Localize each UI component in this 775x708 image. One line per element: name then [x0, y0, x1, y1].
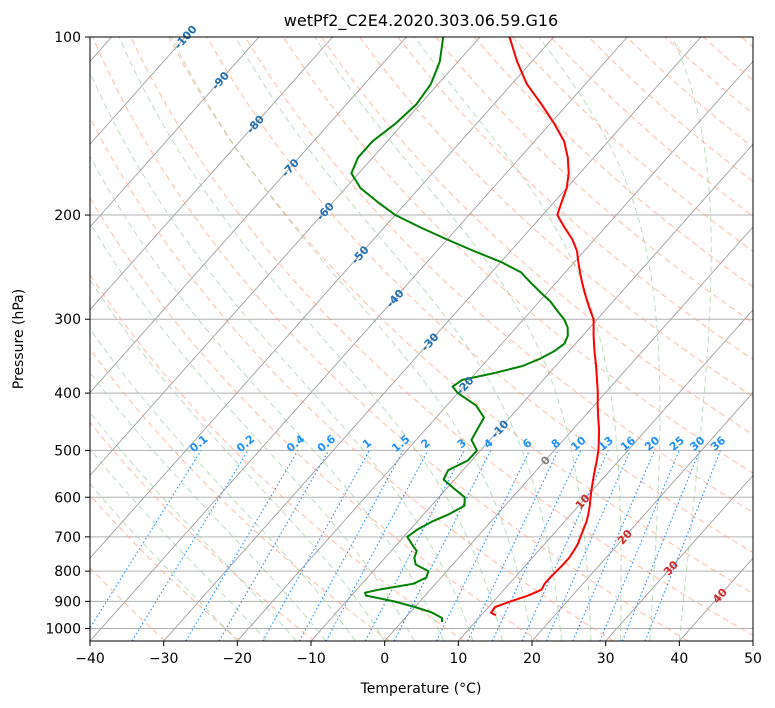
y-tick-label: 100	[54, 30, 81, 46]
chart-title: wetPf2_C2E4.2020.303.06.59.G16	[284, 11, 558, 31]
isotherm-line	[531, 391, 753, 641]
moist-adiabat	[90, 371, 327, 641]
isotherm-line	[90, 37, 260, 228]
mixing-ratio-line	[572, 450, 655, 641]
moist-adiabat	[90, 71, 474, 641]
isotherm-line	[310, 143, 753, 641]
y-tick-label: 700	[54, 530, 81, 546]
isotherm-line	[236, 60, 753, 641]
y-tick-label: 600	[54, 490, 81, 506]
y-tick-label: 200	[54, 208, 81, 224]
mixing-ratio-line	[131, 450, 249, 641]
mixing-ratio-line	[218, 450, 330, 641]
isotherm-line	[605, 474, 753, 641]
isotherm-line	[384, 226, 753, 641]
moist-adiabat	[90, 411, 297, 641]
isotherm-line	[90, 37, 481, 477]
mixing-ratio-line	[325, 450, 429, 641]
x-tick-label: −40	[75, 651, 105, 667]
mixing-ratio-line	[298, 450, 404, 641]
dry-adiabat	[92, 37, 689, 641]
moist-adiabat	[90, 483, 238, 641]
moist-adiabat	[171, 37, 533, 641]
y-tick-label: 500	[54, 443, 81, 459]
mixing-ratio-line	[545, 450, 631, 641]
mixing-ratio-line	[90, 450, 202, 629]
temperature-profile-line	[490, 37, 600, 617]
isotherm-line	[90, 37, 186, 145]
dry-adiabat	[244, 37, 753, 513]
dry-adiabat	[90, 273, 465, 641]
x-tick-label: 30	[597, 651, 615, 667]
dry-adiabat	[90, 116, 614, 641]
dry-adiabat	[473, 37, 753, 288]
moist-adiabat	[538, 37, 661, 641]
x-axis: −40 −30 −20 −10 0 10 20 30 40 50	[75, 641, 762, 667]
x-tick-label: 40	[670, 651, 688, 667]
mixing-ratio-line	[599, 450, 680, 641]
moist-adiabat	[234, 37, 562, 641]
isotherm-line	[90, 37, 554, 559]
moist-adiabat	[118, 37, 503, 641]
plot-background	[90, 37, 753, 641]
moist-adiabat	[90, 328, 356, 641]
moist-adiabat	[90, 448, 268, 641]
dry-adiabat	[90, 196, 540, 641]
isotherm-line	[90, 37, 628, 641]
dry-adiabat	[90, 494, 241, 641]
moist-adiabat	[90, 154, 445, 641]
y-tick-label: 1000	[45, 621, 81, 637]
x-tick-label: 10	[449, 651, 467, 667]
x-tick-label: −20	[223, 651, 253, 667]
mixing-ratio-line	[435, 450, 531, 641]
isotherm-line	[90, 37, 407, 394]
y-axis-label: Pressure (hPa)	[11, 289, 27, 389]
dry-adiabat	[206, 37, 753, 554]
moist-adiabat	[314, 37, 592, 641]
y-tick-label: 800	[54, 564, 81, 580]
dry-adiabat	[168, 37, 753, 595]
y-tick-label: 400	[54, 386, 81, 402]
isotherm-line	[457, 309, 753, 641]
mixing-ratio-line	[491, 450, 582, 641]
x-tick-label: −30	[149, 651, 179, 667]
isotherm-line	[163, 37, 702, 641]
isotherm-line	[90, 37, 333, 311]
x-tick-label: 50	[744, 651, 762, 667]
dry-adiabat	[321, 37, 753, 436]
moist-adiabat	[90, 278, 386, 641]
moist-adiabat	[671, 37, 712, 641]
plot-frame	[89, 36, 754, 642]
y-axis: 100 200 300 400 500 600 700 800 900 1000	[45, 30, 90, 637]
x-tick-label: 0	[380, 651, 389, 667]
mixing-ratio-line	[521, 450, 609, 641]
y-tick-label: 300	[54, 312, 81, 328]
mixing-ratio-line	[185, 450, 299, 641]
dry-adiabat	[130, 37, 753, 636]
plot-area: 0.1 0.2 0.4 0.6 1 1.5 2 3 4 6 8 10 13 16 20 25 30 36-100-…	[89, 22, 754, 642]
dry-adiabat	[282, 37, 753, 474]
x-tick-label: 20	[523, 651, 541, 667]
mixing-ratio-line	[262, 450, 370, 641]
sounding-profiles	[350, 37, 600, 623]
x-axis-label: Temperature (°C)	[360, 681, 482, 697]
dewpoint-profile-line	[350, 37, 569, 623]
x-tick-label: −10	[296, 651, 326, 667]
y-tick-label: 900	[54, 594, 81, 610]
dry-adiabat	[90, 566, 166, 641]
